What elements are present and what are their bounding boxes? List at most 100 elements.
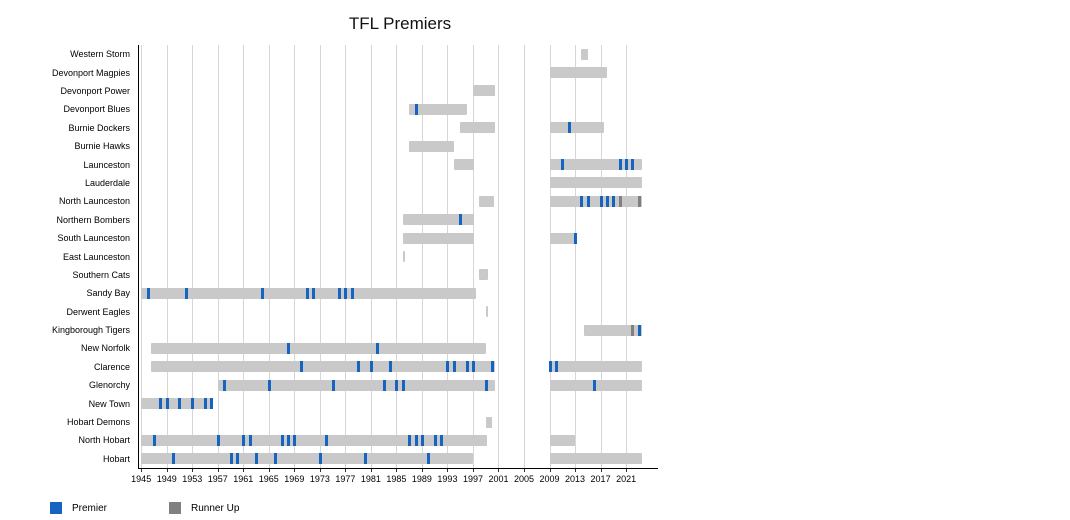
premier-tick-1996 [465,361,469,373]
team-label-launceston: Launceston [83,159,130,170]
activity-bar [549,361,643,373]
activity-bar [472,85,496,97]
x-axis-tick-2021 [626,468,628,472]
x-tick-label-1977: 1977 [335,474,356,484]
premier-tick-2013 [574,232,578,244]
x-tick-label-1945: 1945 [131,474,152,484]
premier-tick-1969 [293,434,297,446]
x-axis-tick-1993 [447,468,449,472]
x-tick-label-2017: 2017 [590,474,611,484]
x-axis-tick-2005 [524,468,525,472]
gridline-1961 [243,45,245,468]
x-tick-label-1969: 1969 [284,474,305,484]
x-axis-tick-2017 [600,468,602,472]
team-label-burnie-hawks: Burnie Hawks [74,141,130,152]
x-axis-tick-2009 [549,468,551,472]
legend-premier-label: Premier [72,502,108,514]
premier-tick-1993 [446,361,450,373]
premier-tick-1986 [401,379,405,391]
x-axis-tick-1981 [370,468,372,472]
y-axis [138,45,139,469]
premier-tick-1985 [395,379,399,391]
premier-tick-2020 [618,159,622,171]
x-tick-label-1993: 1993 [437,474,458,484]
activity-bar [402,214,475,226]
premier-tick-2022 [631,159,635,171]
activity-bar [141,434,487,446]
team-label-hobart: Hobart [102,453,130,464]
x-axis-tick-1965 [268,468,270,472]
x-tick-label-1985: 1985 [386,474,407,484]
x-tick-label-1961: 1961 [233,474,254,484]
x-tick-label-1949: 1949 [156,474,177,484]
premier-tick-1948 [159,398,163,410]
gridline-1981 [370,45,372,468]
premier-tick-1978 [350,287,354,299]
gridline-1989 [421,45,423,468]
premier-tick-1971 [306,287,310,299]
premier-tick-1980 [363,453,367,465]
activity-bar [460,122,496,134]
premier-tick-1972 [312,287,316,299]
x-axis [138,468,658,469]
gridline-2001 [498,45,500,468]
x-tick-label-1953: 1953 [182,474,203,484]
activity-bar [549,453,643,465]
activity-bar [549,122,604,134]
chart-title: TFL Premiers [348,14,452,33]
premier-tick-2016 [593,379,597,391]
activity-bar [583,324,643,336]
team-label-western-storm: Western Storm [70,49,130,60]
gridline-1957 [217,45,219,468]
activity-bar [402,251,406,262]
x-axis-tick-1985 [396,468,398,472]
premier-tick-1982 [376,342,380,354]
team-label-north-hobart: North Hobart [78,435,130,446]
team-label-devonport-magpies: Devonport Magpies [51,67,130,78]
team-label-lauderdale: Lauderdale [84,177,130,188]
activity-bar [141,453,473,465]
premier-tick-1968 [286,434,290,446]
x-axis-tick-1969 [294,468,296,472]
legend-runner-up-label: Runner Up [191,502,240,514]
premier-tick-1957 [216,434,220,446]
premier-tick-2010 [554,361,558,373]
premier-tick-1997 [471,361,475,373]
premier-tick-1962 [248,434,252,446]
x-axis-tick-1945 [141,468,143,472]
activity-bar [549,232,577,244]
runner-up-tick-2020 [618,195,622,207]
team-label-burnie-dockers: Burnie Dockers [68,122,130,133]
gridline-1965 [268,45,270,468]
x-tick-label-2013: 2013 [565,474,586,484]
gridline-1993 [447,45,449,468]
team-label-kingborough-tigers: Kingborough Tigers [51,325,130,336]
activity-bar [549,159,643,171]
premier-tick-1992 [440,434,444,446]
premier-tick-2018 [605,195,609,207]
activity-bar [402,232,475,244]
premier-tick-1958 [223,379,227,391]
activity-bar [409,140,454,152]
premier-tick-2023 [637,324,641,336]
gridline-1977 [345,45,347,468]
x-tick-label-2021: 2021 [616,474,637,484]
premier-tick-1951 [178,398,182,410]
premier-tick-1988 [414,434,418,446]
gridline-2013 [575,45,577,468]
premier-tick-2017 [599,195,603,207]
gridline-2005 [524,45,525,468]
premier-tick-1955 [203,398,207,410]
premier-tick-1960 [235,453,239,465]
activity-bar [581,48,588,60]
x-tick-label-2001: 2001 [488,474,509,484]
x-tick-label-1957: 1957 [207,474,228,484]
runner-up-tick-2023 [637,195,641,207]
premier-color-swatch [50,502,62,514]
activity-bar [479,195,495,207]
legend-item-runner-up: Runner Up [169,502,239,514]
premier-tick-1965 [267,379,271,391]
premier-tick-2021 [625,159,629,171]
